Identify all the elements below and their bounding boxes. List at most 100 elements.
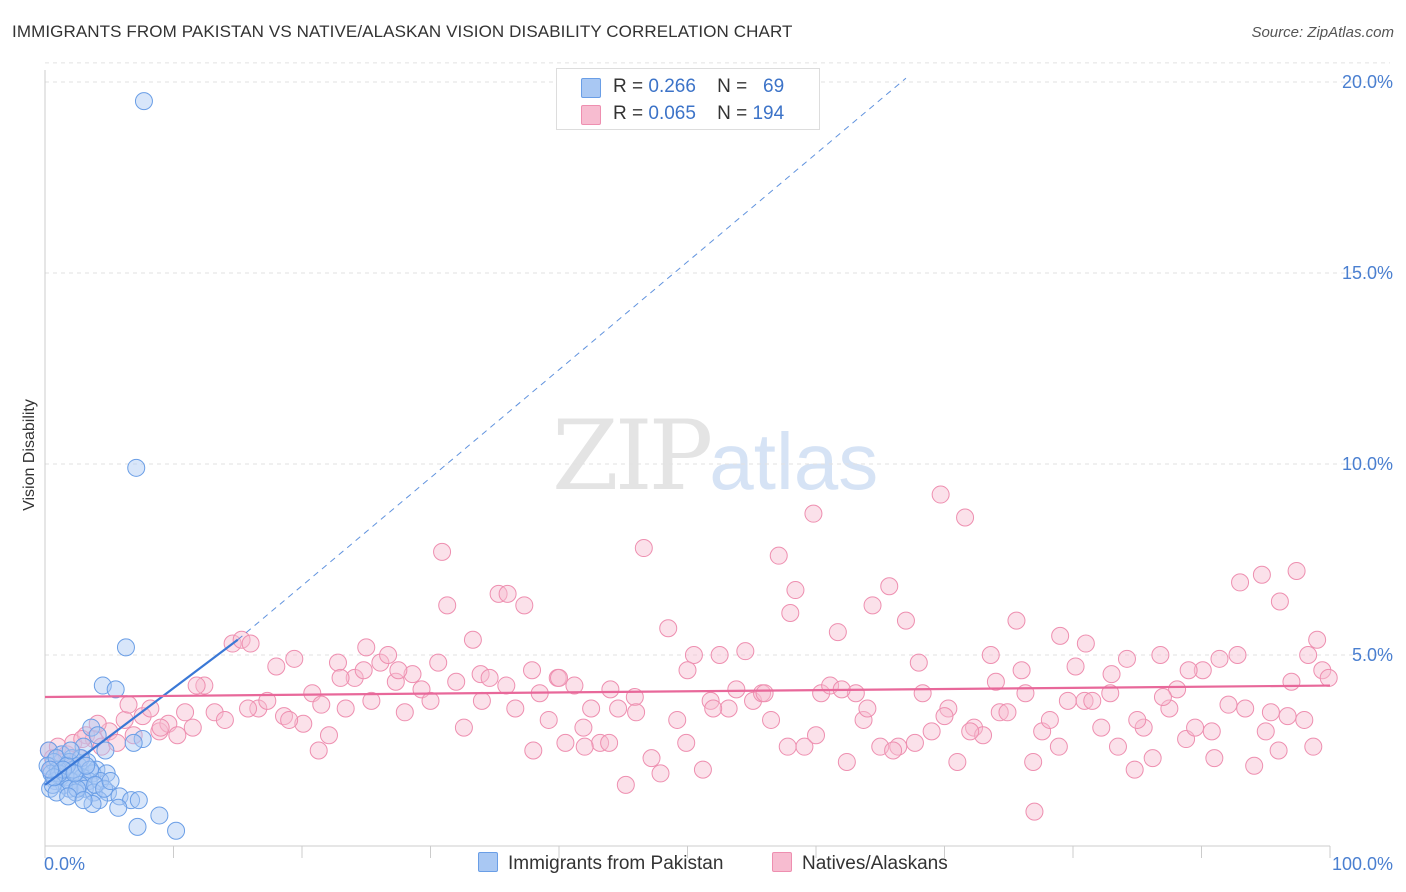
natives-point bbox=[241, 634, 260, 653]
natives-point bbox=[1125, 760, 1144, 779]
natives-point bbox=[1117, 649, 1136, 668]
natives-point bbox=[1228, 646, 1247, 664]
legend-label: Immigrants from Pakistan bbox=[508, 853, 724, 874]
natives-point bbox=[935, 707, 954, 726]
legend-item-pakistan[interactable]: Immigrants from Pakistan bbox=[478, 852, 723, 878]
pakistan-point bbox=[128, 817, 147, 836]
natives-point bbox=[804, 504, 823, 523]
natives-point bbox=[1295, 710, 1314, 729]
y-tick-label: 10.0% bbox=[1342, 454, 1393, 474]
natives-point bbox=[1160, 699, 1179, 718]
natives-point bbox=[582, 699, 601, 718]
watermark-zip: ZIP bbox=[552, 400, 713, 512]
natives-point bbox=[1261, 703, 1280, 722]
natives-point bbox=[678, 661, 697, 680]
natives-point bbox=[328, 653, 347, 672]
pakistan-point bbox=[86, 775, 105, 794]
natives-point bbox=[1092, 718, 1111, 737]
natives-point bbox=[719, 699, 738, 718]
natives-point bbox=[981, 646, 1000, 664]
n-label: N = bbox=[717, 103, 748, 124]
legend-swatch-pink bbox=[581, 105, 601, 125]
natives-point bbox=[1252, 565, 1271, 584]
natives-point bbox=[1024, 752, 1043, 771]
natives-point bbox=[183, 718, 202, 737]
pakistan-point bbox=[77, 756, 96, 775]
natives-point bbox=[880, 577, 899, 596]
natives-point bbox=[565, 676, 584, 695]
natives-point bbox=[986, 672, 1005, 691]
natives-point bbox=[575, 737, 594, 756]
natives-point bbox=[187, 676, 206, 695]
pakistan-trend-extrapolation bbox=[237, 77, 907, 641]
natives-point bbox=[948, 752, 967, 771]
natives-point bbox=[1007, 611, 1026, 630]
pakistan-point bbox=[59, 787, 78, 806]
natives-point bbox=[232, 630, 251, 649]
pakistan-point bbox=[150, 806, 169, 825]
natives-point bbox=[1256, 722, 1275, 741]
correlation-legend: R = 0.266 N = 69 R = 0.065 N = 194 bbox=[556, 68, 820, 130]
natives-point bbox=[433, 542, 452, 561]
natives-point bbox=[371, 653, 390, 672]
natives-point bbox=[1304, 737, 1323, 756]
pakistan-point bbox=[116, 638, 135, 657]
natives-point bbox=[1151, 646, 1170, 664]
natives-point bbox=[854, 710, 873, 729]
natives-point bbox=[124, 726, 143, 745]
natives-point bbox=[539, 710, 558, 729]
natives-point bbox=[115, 710, 134, 729]
n-label: N = bbox=[717, 76, 748, 97]
natives-points bbox=[39, 485, 1338, 821]
natives-point bbox=[454, 718, 473, 737]
legend-item-natives[interactable]: Natives/Alaskans bbox=[772, 852, 948, 878]
pakistan-point bbox=[47, 783, 66, 802]
pakistan-point bbox=[110, 787, 129, 806]
natives-point bbox=[913, 684, 932, 703]
natives-point bbox=[1128, 710, 1147, 729]
natives-point bbox=[294, 714, 313, 733]
natives-point bbox=[168, 726, 187, 745]
natives-point bbox=[1219, 695, 1238, 714]
natives-point bbox=[1269, 741, 1288, 760]
natives-point bbox=[1025, 802, 1044, 821]
x-tick-label-max: 100.0% bbox=[1332, 854, 1393, 874]
natives-point bbox=[668, 710, 687, 729]
natives-point bbox=[1075, 691, 1094, 710]
natives-point bbox=[550, 668, 568, 687]
natives-point bbox=[905, 733, 924, 752]
legend-swatch-blue bbox=[478, 852, 498, 872]
y-axis-label: Vision Disability bbox=[21, 399, 38, 511]
natives-point bbox=[176, 703, 195, 722]
natives-point bbox=[693, 760, 712, 779]
natives-point bbox=[1049, 737, 1068, 756]
natives-point bbox=[990, 703, 1009, 722]
y-tick-label: 15.0% bbox=[1342, 263, 1393, 283]
natives-point bbox=[634, 539, 653, 558]
natives-point bbox=[524, 741, 543, 760]
natives-point bbox=[151, 718, 170, 737]
natives-point bbox=[119, 695, 138, 714]
natives-point bbox=[1040, 710, 1059, 729]
natives-point bbox=[389, 661, 408, 680]
natives-point bbox=[1308, 630, 1327, 649]
pakistan-point bbox=[88, 726, 107, 745]
natives-point bbox=[386, 672, 405, 691]
legend-label: Natives/Alaskans bbox=[802, 853, 948, 874]
natives-point bbox=[319, 726, 338, 745]
pakistan-point bbox=[74, 791, 93, 810]
natives-point bbox=[786, 581, 805, 600]
natives-point bbox=[1134, 718, 1153, 737]
natives-point bbox=[249, 699, 268, 718]
natives-point bbox=[480, 668, 499, 687]
natives-point bbox=[601, 680, 620, 699]
natives-point bbox=[609, 699, 628, 718]
natives-point bbox=[1193, 661, 1212, 680]
natives-point bbox=[556, 733, 575, 752]
natives-point bbox=[659, 619, 678, 638]
natives-point bbox=[438, 596, 457, 615]
source-credit: Source: ZipAtlas.com bbox=[1251, 24, 1394, 41]
natives-point bbox=[807, 726, 825, 745]
natives-point bbox=[1108, 737, 1127, 756]
